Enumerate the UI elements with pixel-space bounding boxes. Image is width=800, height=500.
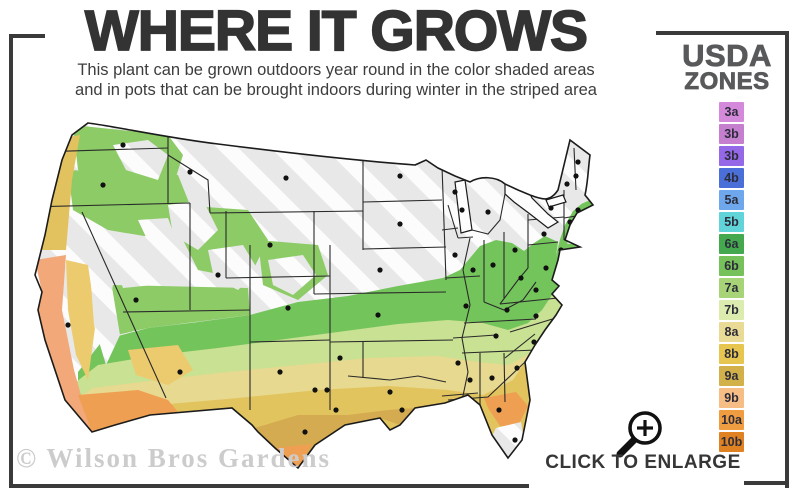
- zone-label: 9b: [724, 390, 739, 405]
- subtitle: This plant can be grown outdoors year ro…: [22, 60, 650, 100]
- nevada-gold-patch: [128, 345, 193, 385]
- sierra-striped: [90, 270, 120, 365]
- zone-swatch: 3a: [719, 102, 744, 123]
- frame-border-top-right: [656, 31, 789, 35]
- us-zones-map[interactable]: [18, 110, 663, 482]
- california-coast-salmon: [35, 255, 92, 432]
- frame-border-bottom-left: [9, 484, 529, 488]
- florida-orange: [484, 392, 528, 426]
- zone-swatch: 7a: [719, 277, 744, 299]
- zone-swatch: 3b: [719, 123, 744, 145]
- gray-patch-4: [268, 255, 316, 295]
- zone-label: 8b: [724, 346, 739, 361]
- magnifier-zoom-in-icon[interactable]: [612, 408, 670, 465]
- zone-label: 4b: [724, 171, 739, 186]
- zone-swatch: 9a: [719, 365, 744, 386]
- zone-swatch: 10b: [719, 431, 744, 452]
- zone-label: 9a: [724, 368, 739, 383]
- zone-label: 6b: [724, 258, 739, 273]
- zone-label: 10b: [720, 434, 743, 449]
- zone-label: 8a: [724, 324, 739, 339]
- zone-swatch: 8a: [719, 321, 744, 343]
- zone-label: 3b: [724, 127, 739, 142]
- gray-patch-3: [208, 245, 258, 290]
- gray-patch-1: [113, 140, 168, 180]
- page-title: WHERE IT GROWS: [84, 0, 589, 64]
- florida-striped-tip: [492, 422, 524, 460]
- lake-ontario: [545, 194, 567, 208]
- frame-border-bottom-right: [744, 481, 789, 485]
- zone-swatch: 10a: [719, 409, 744, 430]
- frame-border-right: [785, 31, 789, 488]
- gray-patch-6: [113, 258, 153, 288]
- zone-label: 5a: [724, 193, 739, 208]
- zone-label: 7b: [724, 302, 739, 317]
- zone-label: 3a: [724, 105, 739, 120]
- lake-michigan: [454, 179, 473, 234]
- long-island-green: [560, 243, 581, 250]
- california-valley-gold: [66, 260, 96, 380]
- zone-label: 10a: [721, 412, 742, 427]
- zone-swatch: 6a: [719, 233, 744, 255]
- zone-swatch: 4b: [719, 167, 744, 189]
- subtitle-line-1: This plant can be grown outdoors year ro…: [77, 61, 595, 79]
- legend-title-usda: USDA: [682, 38, 772, 73]
- zone-swatch: 8b: [719, 343, 744, 365]
- zone-swatch: 5b: [719, 211, 744, 233]
- south-texas-orange: [274, 444, 312, 468]
- zone-swatch: 5a: [719, 189, 744, 211]
- zone-label: 6a: [724, 237, 739, 251]
- frame-border-top-left: [9, 34, 45, 38]
- frame-border-left: [9, 34, 13, 488]
- zone-label: 5b: [724, 215, 739, 230]
- zone-legend: 3a 3b 3b 4b 5a 5b 6a 6b 7a 7b 8a 8b 9a 9…: [719, 102, 744, 454]
- subtitle-line-2: and in pots that can be brought indoors …: [75, 81, 597, 100]
- zone-label: 7a: [724, 280, 739, 295]
- click-to-enlarge-button[interactable]: CLICK TO ENLARGE: [545, 452, 741, 473]
- socal-arizona-orange: [78, 390, 178, 432]
- legend-title: USDA ZONES: [668, 38, 786, 95]
- zone-swatch: 6b: [719, 255, 744, 277]
- zone-swatch: 9b: [719, 387, 744, 408]
- zone-swatch: 7b: [719, 299, 744, 321]
- gray-patch-2: [168, 200, 218, 250]
- zone-label: 3b: [724, 149, 739, 164]
- zone-swatch: 3b: [719, 145, 744, 167]
- state-dots: [65, 142, 581, 443]
- watermark: © Wilson Bros Gardens: [16, 443, 331, 473]
- legend-title-zones: ZONES: [684, 67, 770, 95]
- gray-patch-5: [138, 218, 178, 252]
